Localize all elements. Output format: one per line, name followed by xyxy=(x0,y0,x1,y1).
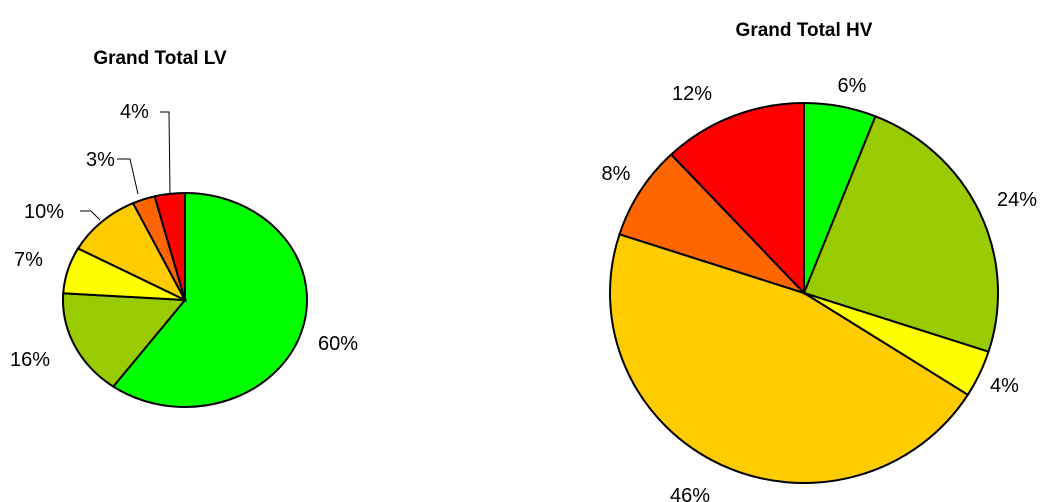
data-label: 60% xyxy=(318,333,358,355)
data-label: 12% xyxy=(672,83,712,105)
data-label: 7% xyxy=(14,249,43,271)
leader-line xyxy=(160,111,171,195)
data-label: 24% xyxy=(997,189,1037,211)
pie-slice xyxy=(76,201,188,303)
pie-slice xyxy=(669,101,805,296)
pie-slice xyxy=(802,115,999,353)
pie-slice xyxy=(111,191,308,408)
leader-line xyxy=(117,158,139,195)
chart-title-lv: Grand Total LV xyxy=(93,48,227,69)
data-label: 6% xyxy=(838,75,867,97)
pie-slice xyxy=(609,233,970,484)
pie-lv xyxy=(62,191,308,408)
pie-slice xyxy=(62,292,188,388)
labels-hv: 6% 24% 4% 46% 8% 12% xyxy=(602,75,1038,502)
labels-lv: 60% 16% 7% 10% 3% 4% xyxy=(10,101,358,371)
data-label: 4% xyxy=(990,375,1019,397)
data-label: 46% xyxy=(670,485,710,502)
data-label: 16% xyxy=(10,349,50,371)
chart-title-hv: Grand Total HV xyxy=(736,20,873,41)
pie-hv xyxy=(609,101,999,484)
data-label: 8% xyxy=(602,163,631,185)
data-label: 10% xyxy=(24,201,64,223)
data-label: 3% xyxy=(86,149,115,171)
data-label: 4% xyxy=(120,101,149,123)
pie-slice xyxy=(618,153,805,294)
leader-line xyxy=(80,210,101,221)
